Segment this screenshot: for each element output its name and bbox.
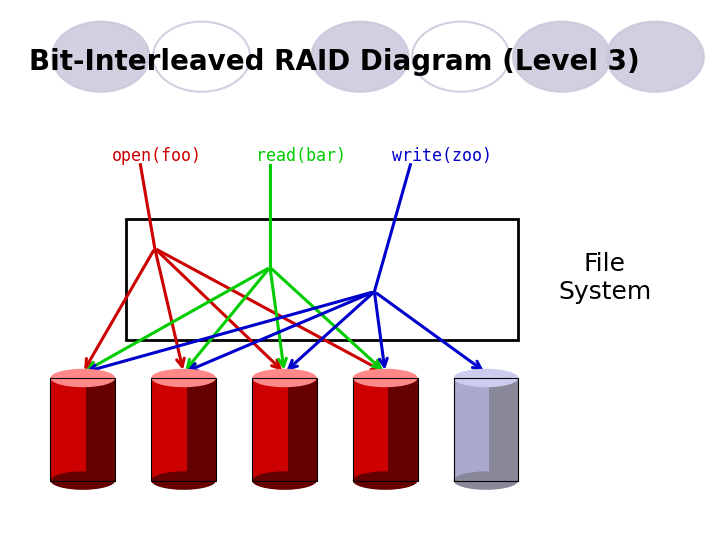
Ellipse shape [513,22,611,92]
Bar [252,378,288,481]
Bar [288,378,317,481]
Ellipse shape [153,22,251,92]
Text: open(foo): open(foo) [112,147,202,165]
Text: write(zoo): write(zoo) [392,147,492,165]
Ellipse shape [353,369,418,387]
Ellipse shape [412,22,510,92]
Text: File
System: File System [558,252,652,304]
Bar [389,378,418,481]
Bar [490,378,518,481]
Ellipse shape [454,471,518,490]
Ellipse shape [252,471,317,490]
Text: read(bar): read(bar) [256,147,346,165]
Ellipse shape [454,369,518,387]
Bar [353,378,389,481]
Bar [126,219,518,340]
Bar [50,378,86,481]
Ellipse shape [311,22,409,92]
Bar [252,378,317,481]
Ellipse shape [252,369,317,387]
Ellipse shape [50,369,115,387]
Bar [50,378,115,481]
Text: Bit-Interleaved RAID Diagram (Level 3): Bit-Interleaved RAID Diagram (Level 3) [29,48,639,76]
Ellipse shape [606,22,704,92]
Ellipse shape [353,471,418,490]
Ellipse shape [50,471,115,490]
Ellipse shape [151,369,216,387]
Bar [454,378,518,481]
Bar [86,378,115,481]
Ellipse shape [151,471,216,490]
Bar [151,378,187,481]
Bar [454,378,490,481]
Bar [353,378,418,481]
Bar [151,378,216,481]
Bar [187,378,216,481]
Ellipse shape [53,22,150,92]
